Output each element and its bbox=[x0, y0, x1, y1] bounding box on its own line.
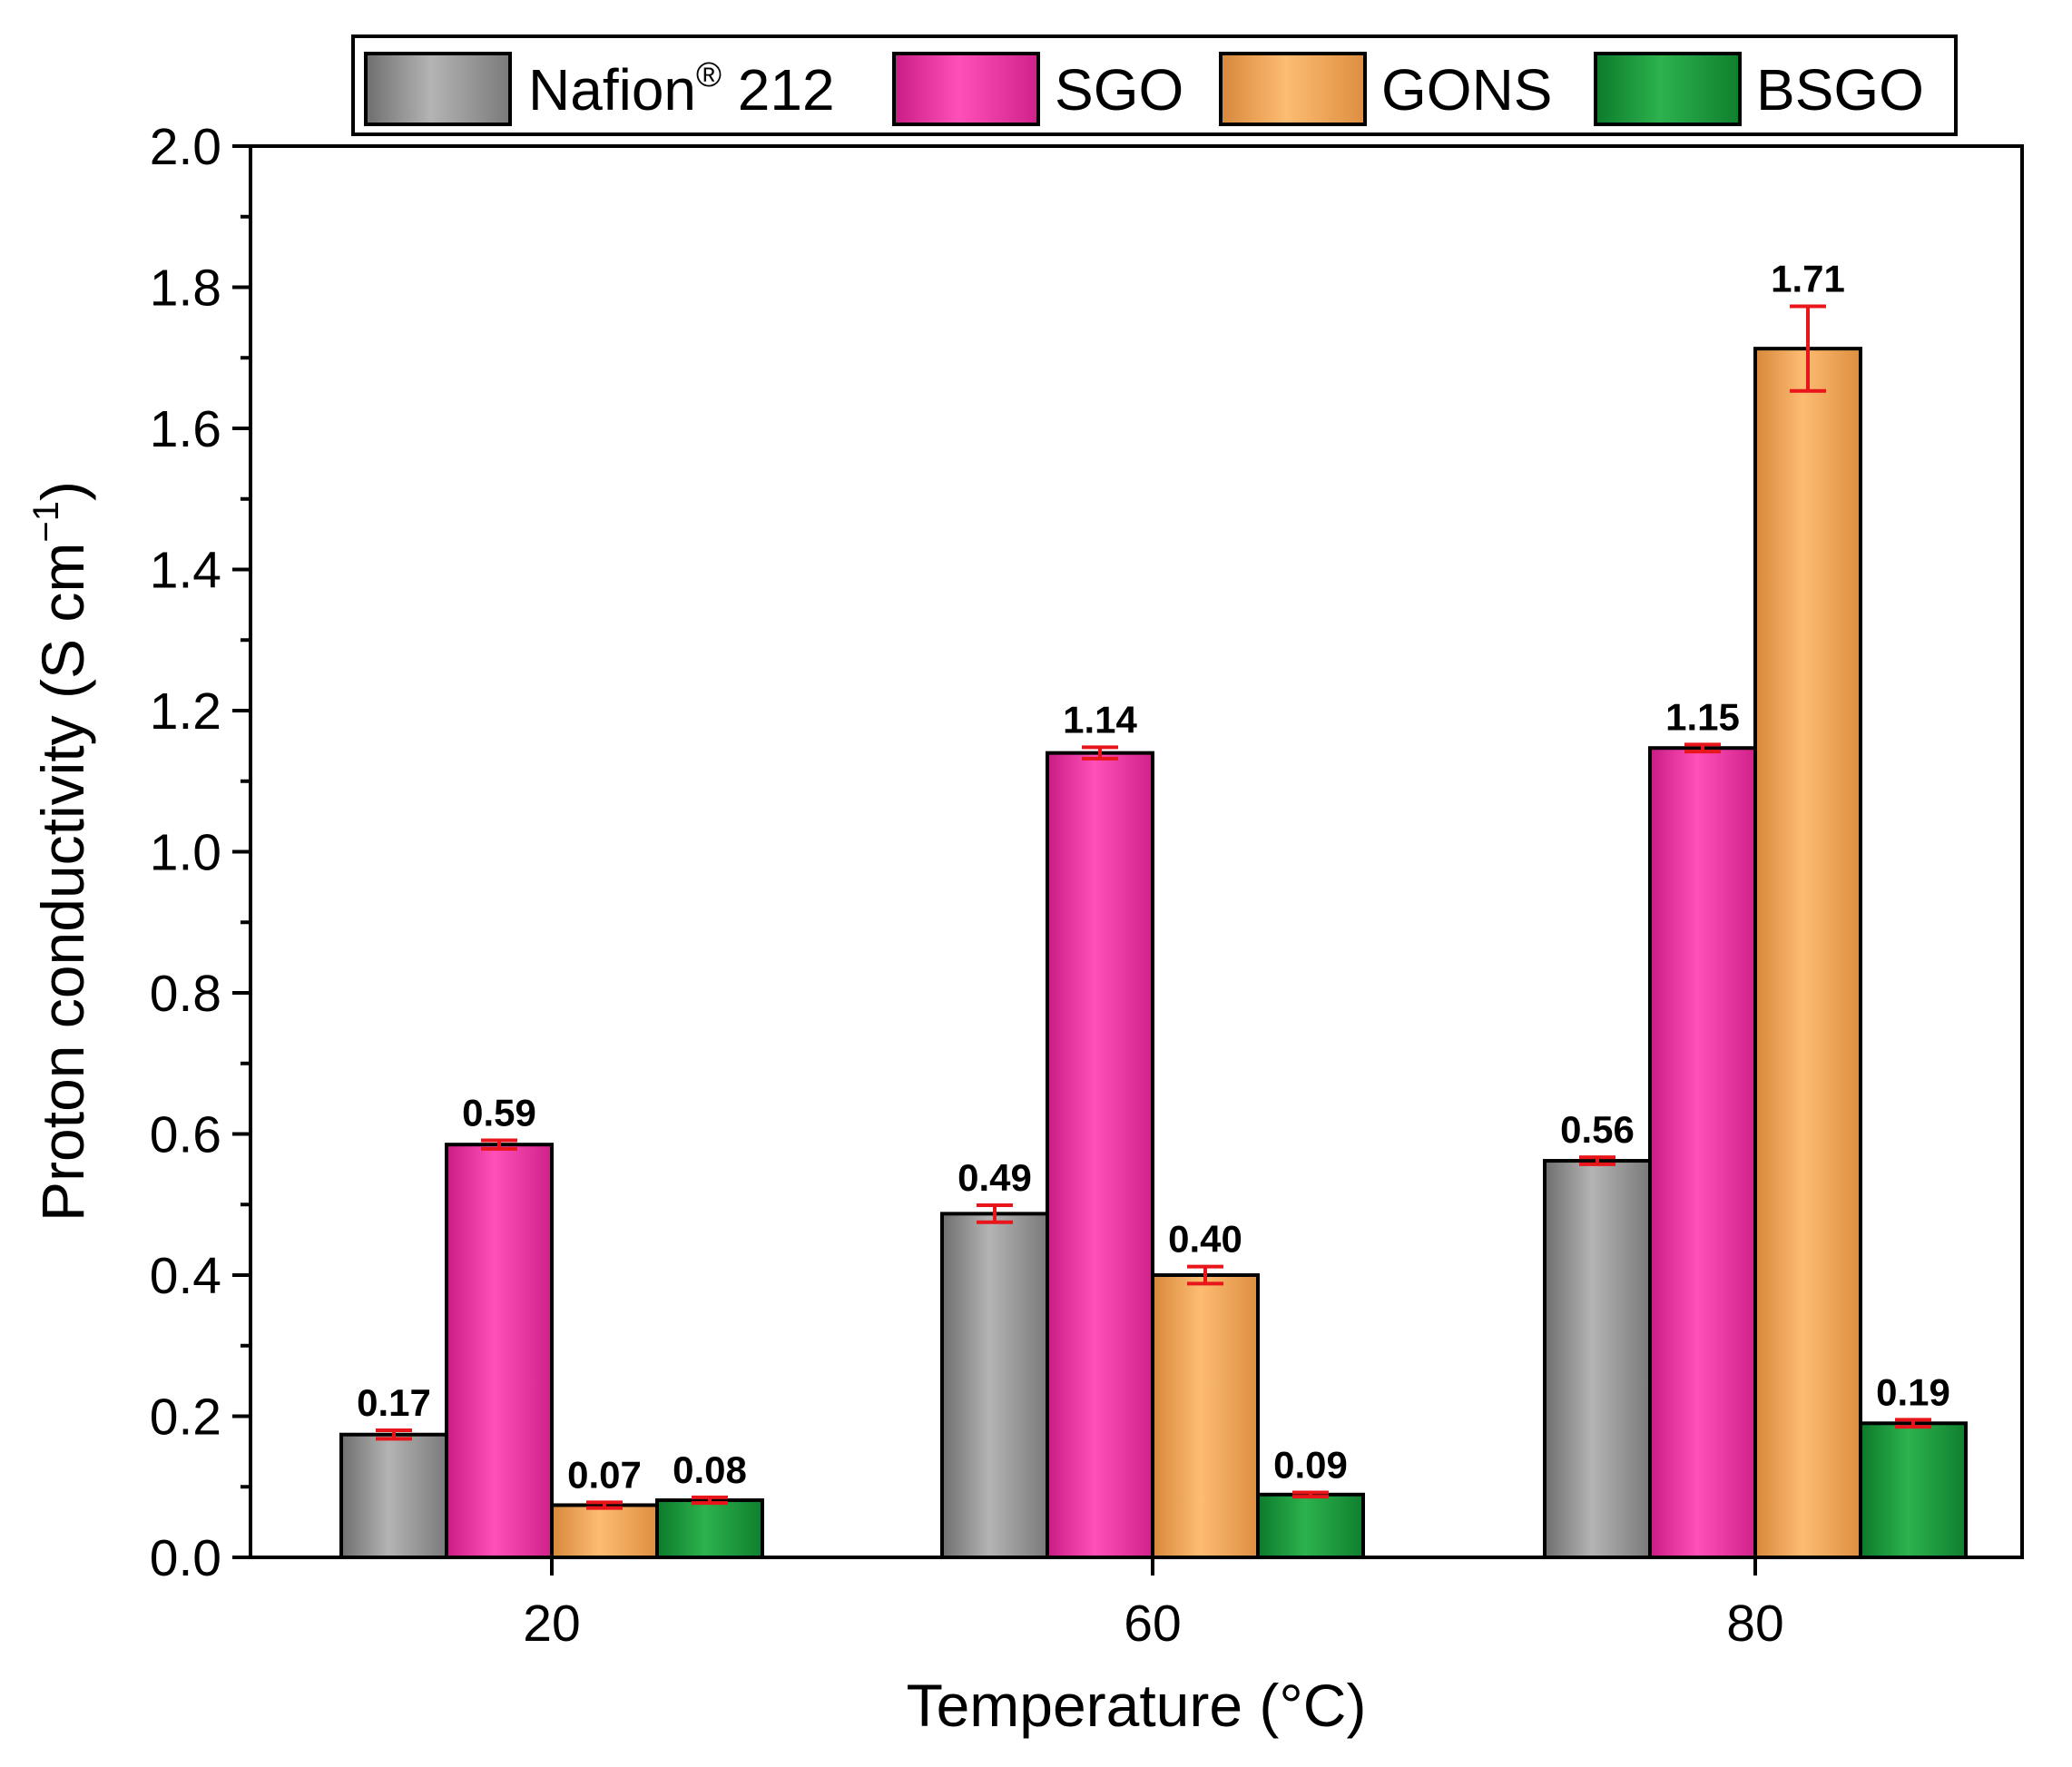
x-tick-label: 20 bbox=[523, 1595, 580, 1653]
bars-layer: 0.17 0.59 0.07 0.08 0.49 1.14 0.40 0.09 0.56 1.15… bbox=[339, 257, 1968, 1560]
ticks-layer: 0.0 0.2 0.4 0.6 0.8 1.0 1.2 1.4 1.6 1.8 2.0 20 60 80 bbox=[150, 118, 1784, 1653]
y-tick-label: 1.6 bbox=[150, 400, 221, 458]
legend-swatch-nafion bbox=[364, 52, 512, 126]
legend-label-sgo: SGO bbox=[1055, 57, 1183, 123]
bar-sgo-60 bbox=[1046, 751, 1154, 1559]
legend-item-nafion: Nafion® 212 bbox=[364, 52, 835, 126]
legend-item-bsgo: BSGO bbox=[1594, 52, 1924, 126]
y-tick-label: 0.4 bbox=[150, 1247, 221, 1305]
bar-nafion-80 bbox=[1543, 1159, 1652, 1560]
y-tick-label: 0.8 bbox=[150, 965, 221, 1023]
x-tick-label: 80 bbox=[1726, 1595, 1783, 1653]
legend-label-bsgo: BSGO bbox=[1756, 57, 1924, 123]
bar-bsgo-80 bbox=[1859, 1421, 1968, 1560]
y-tick-label: 0.6 bbox=[150, 1106, 221, 1164]
data-label-nafion-20: 0.17 bbox=[357, 1381, 431, 1424]
plot-frame bbox=[249, 144, 2024, 1559]
legend-item-gons: GONS bbox=[1219, 52, 1552, 126]
y-tick-label: 1.0 bbox=[150, 824, 221, 882]
bar-nafion-60 bbox=[940, 1212, 1049, 1560]
legend-swatch-sgo bbox=[892, 52, 1040, 126]
data-label-bsgo-80: 0.19 bbox=[1876, 1370, 1950, 1413]
data-label-sgo-80: 1.15 bbox=[1665, 695, 1740, 738]
y-tick-label: 1.8 bbox=[150, 260, 221, 318]
y-axis-title: Proton conductivity (S cm−1) bbox=[26, 481, 96, 1222]
y-tick-label: 0.0 bbox=[150, 1529, 221, 1587]
legend: Nafion® 212 SGO GONS BSGO bbox=[351, 34, 1958, 136]
y-tick-label: 2.0 bbox=[150, 118, 221, 176]
data-label-bsgo-60: 0.09 bbox=[1273, 1443, 1348, 1486]
data-label-gons-20: 0.07 bbox=[567, 1453, 642, 1496]
bar-sgo-20 bbox=[445, 1143, 554, 1559]
legend-swatch-bsgo bbox=[1594, 52, 1742, 126]
bar-gons-80 bbox=[1753, 347, 1862, 1560]
legend-item-sgo: SGO bbox=[892, 52, 1183, 126]
bar-bsgo-60 bbox=[1256, 1492, 1365, 1559]
x-axis-title: Temperature (°C) bbox=[907, 1672, 1367, 1739]
legend-swatch-gons bbox=[1219, 52, 1367, 126]
y-tick-label: 1.4 bbox=[150, 542, 221, 600]
data-label-gons-80: 1.71 bbox=[1771, 257, 1845, 299]
data-label-gons-60: 0.40 bbox=[1168, 1218, 1242, 1261]
data-label-sgo-20: 0.59 bbox=[462, 1091, 536, 1134]
bar-gons-60 bbox=[1151, 1273, 1260, 1559]
data-label-sgo-60: 1.14 bbox=[1063, 698, 1137, 741]
bar-sgo-80 bbox=[1648, 746, 1757, 1559]
legend-label-gons: GONS bbox=[1381, 57, 1552, 123]
legend-label-nafion: Nafion® 212 bbox=[528, 56, 835, 123]
y-tick-label: 1.2 bbox=[150, 682, 221, 741]
bar-gons-20 bbox=[550, 1503, 659, 1559]
bar-bsgo-20 bbox=[655, 1498, 764, 1559]
data-label-nafion-60: 0.49 bbox=[957, 1156, 1032, 1199]
bar-nafion-20 bbox=[339, 1432, 448, 1559]
y-tick-label: 0.2 bbox=[150, 1389, 221, 1447]
data-label-nafion-80: 0.56 bbox=[1560, 1108, 1635, 1151]
data-label-bsgo-20: 0.08 bbox=[673, 1448, 747, 1491]
x-tick-label: 60 bbox=[1124, 1595, 1181, 1653]
